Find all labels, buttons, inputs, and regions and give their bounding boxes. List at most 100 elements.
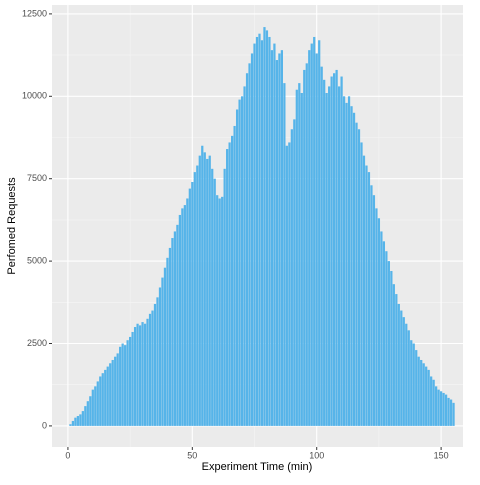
bar [430,376,433,426]
bar [298,83,301,426]
bar [228,142,231,426]
bar [131,331,134,426]
bar [238,99,241,426]
bar [360,142,363,426]
bar [188,188,191,426]
bar [425,366,428,426]
bar [153,303,157,426]
bar [380,231,383,426]
bar [370,185,373,426]
bar [283,83,286,426]
bar [415,350,418,426]
bar [362,155,366,426]
bar [89,396,92,426]
bar [116,353,119,426]
bar [300,93,303,426]
bar [305,63,308,426]
bar [290,129,293,426]
bar [447,397,450,426]
bar [158,287,162,426]
bar [295,89,298,426]
bar [233,125,236,426]
bar [243,86,246,426]
bars [69,27,455,426]
bar [250,53,254,426]
bar [265,30,269,426]
bar [417,356,420,426]
bar [191,181,194,426]
bar [203,152,206,426]
bar [392,284,395,426]
bar [395,294,398,426]
y-tick-label: 10000 [22,91,47,101]
bar [171,238,174,426]
x-tick-label: 0 [65,450,70,460]
bar [285,145,288,426]
bar [84,406,87,426]
bar [342,96,346,426]
bar [245,73,249,426]
bar [161,277,164,426]
bar [111,359,114,426]
bar [211,168,214,426]
bar [151,310,154,426]
bar [323,79,326,426]
bar [410,340,413,426]
bar [427,369,430,426]
y-tick-label: 0 [42,420,47,430]
bar [273,43,276,426]
bar [350,106,353,426]
bar [124,345,127,426]
bar [420,359,423,426]
bar [226,149,229,426]
bar [390,270,393,426]
bar [449,399,453,426]
bar [280,50,284,426]
bar [407,330,410,426]
bar [375,208,378,426]
bar [235,109,239,426]
y-tick-label: 2500 [27,338,47,348]
bar [293,119,296,426]
y-tick-label: 12500 [22,8,47,18]
bar [218,198,221,426]
bar [288,142,291,426]
bar [444,394,448,426]
bar [340,76,343,426]
bar [442,392,445,426]
bar [318,40,321,426]
bar [79,414,82,426]
bar [173,231,177,426]
bar [253,43,256,426]
bar [270,50,274,426]
y-tick-label: 5000 [27,255,47,265]
bar [193,172,196,426]
x-tick-label: 150 [434,450,449,460]
bar [263,27,266,426]
bar [168,247,172,426]
bar [405,323,408,426]
bar [136,323,139,426]
bar [76,416,79,426]
bar [377,218,381,426]
x-tick-label: 100 [309,450,324,460]
bar [452,402,455,426]
bar [365,165,368,426]
bar [352,112,356,426]
bar [439,391,443,426]
bar [176,224,179,426]
bar [315,53,318,426]
y-axis-title: Perfomed Requests [6,177,18,275]
bar [357,129,361,426]
bar [106,366,109,426]
bar [156,297,159,426]
bar [313,36,316,426]
bar [201,145,204,426]
bar [308,50,311,426]
bar [437,389,440,426]
bar [248,63,251,426]
bar [109,363,112,426]
bar [178,214,181,426]
bar [216,195,219,426]
bar [86,401,89,426]
